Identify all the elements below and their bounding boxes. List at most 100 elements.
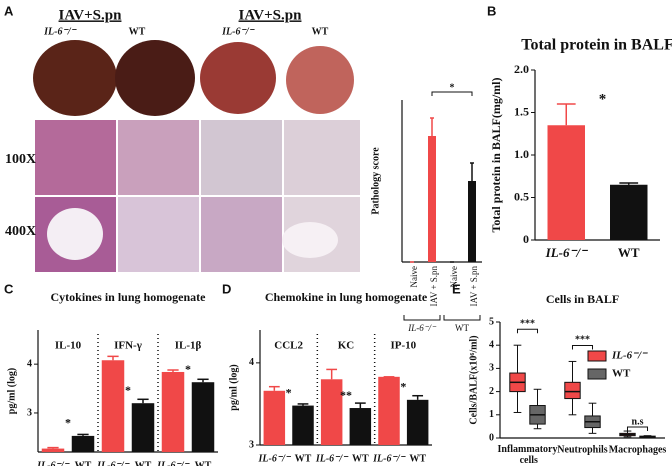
chart-title: Cytokines in lung homogenate	[50, 290, 206, 304]
x-tick-label: IAV + S.pn	[469, 266, 479, 307]
photo-column-label: IL-6⁻/⁻	[221, 26, 255, 37]
significance-bracket	[626, 426, 649, 432]
x-tick-label: WT	[75, 460, 92, 466]
panel-label: C	[4, 281, 14, 296]
y-tick-label: 0	[523, 232, 529, 246]
bar	[547, 125, 585, 240]
x-tick-label: IL-6⁻/⁻	[545, 245, 589, 260]
x-tick-label: IL-6⁻/⁻	[257, 453, 291, 464]
bar	[263, 390, 286, 445]
bar	[349, 408, 372, 445]
group-label: IL-10	[55, 340, 82, 352]
y-tick-label: 0	[489, 432, 494, 443]
lung-photos	[33, 40, 360, 272]
y-tick-label: 4	[27, 358, 32, 369]
legend-swatch	[587, 368, 607, 380]
x-tick-label: IL-6⁻/⁻	[96, 460, 130, 466]
y-tick-label: 0.5	[514, 189, 529, 203]
magnification-label: 400X	[5, 224, 36, 239]
annotation: **	[340, 388, 352, 402]
y-axis-label: Cells/BALF(x10⁶/ml)	[468, 335, 479, 424]
y-tick-label: 1	[489, 409, 494, 420]
x-tick-label: IL-6⁻/⁻	[315, 453, 349, 464]
x-tick-label: WT	[352, 453, 369, 464]
x-tick-label: Neutrophils	[557, 444, 607, 455]
annotation: *	[599, 91, 607, 107]
y-tick-label: 5	[489, 316, 494, 327]
photo-column-label: IL-6⁻/⁻	[43, 26, 77, 37]
annotation: *	[65, 416, 71, 430]
photo-column-label: WT	[312, 26, 329, 37]
x-tick-label: WT	[295, 453, 312, 464]
magnification-label: 100X	[5, 152, 36, 167]
bar	[161, 371, 185, 452]
bar	[406, 399, 429, 445]
y-axis-label: Pathology score	[370, 147, 381, 215]
y-axis-label: Total protein in BALF(mg/ml)	[489, 77, 503, 232]
legend-swatch	[587, 350, 607, 362]
significance-bracket	[431, 91, 473, 96]
annotation: *	[286, 385, 292, 399]
photo-column-label: WT	[129, 26, 146, 37]
photo-group-title: IAV+S.pn	[59, 7, 123, 23]
chart-title: Chemokine in lung homogenate	[265, 290, 428, 304]
y-axis-label: pg/ml (log)	[6, 368, 17, 414]
bar	[131, 403, 155, 452]
y-tick-label: 1.5	[514, 104, 529, 118]
x-tick-label: IL-6⁻/⁻	[36, 460, 70, 466]
significance-bracket	[571, 344, 594, 350]
chart-title: Cells in BALF	[546, 292, 619, 306]
annotation: *	[400, 380, 406, 394]
x-tick-label: WT	[409, 453, 426, 464]
panel-label: B	[487, 3, 496, 18]
annotation: ***	[520, 318, 535, 329]
x-tick-label: WT	[195, 460, 212, 466]
group-bracket	[443, 315, 481, 321]
chart-title: Total protein in BALF	[521, 37, 672, 54]
annotation: *	[125, 383, 131, 397]
bar	[191, 382, 215, 452]
annotation: *	[185, 362, 191, 376]
panel-label: D	[222, 281, 231, 296]
panel-label: E	[452, 281, 461, 296]
x-tick-label: IAV + S.pn	[429, 266, 439, 307]
y-tick-label: 3	[249, 439, 254, 450]
x-tick-label: Inflammatory cells	[498, 444, 558, 466]
annotation: n.s	[632, 416, 644, 427]
bar	[101, 360, 125, 452]
group-label: CCL2	[274, 340, 303, 352]
bar	[41, 448, 65, 452]
annotation: ***	[575, 335, 590, 346]
y-tick-label: 3	[27, 407, 32, 418]
annotation: *	[450, 82, 455, 93]
x-tick-label: Naive	[449, 266, 459, 288]
y-tick-label: 2.0	[514, 62, 529, 76]
bar	[320, 379, 343, 445]
significance-bracket	[516, 328, 539, 334]
y-tick-label: 3	[489, 363, 494, 374]
y-tick-label: 1.0	[514, 147, 529, 161]
group-label: IL-6⁻/⁻	[407, 323, 437, 333]
bar	[610, 184, 648, 240]
y-tick-label: 2	[489, 386, 494, 397]
x-tick-label: IL-6⁻/⁻	[156, 460, 190, 466]
bar	[292, 405, 314, 445]
x-tick-label: Naive	[409, 266, 419, 288]
group-label: IP-10	[390, 340, 416, 352]
y-axis-label: pg/ml (log)	[228, 364, 239, 410]
bar	[378, 376, 400, 445]
x-tick-label: WT	[135, 460, 152, 466]
x-tick-label: WT	[618, 245, 640, 260]
panel-label: A	[4, 3, 14, 18]
bar	[71, 435, 95, 452]
photo-group-title: IAV+S.pn	[239, 7, 303, 23]
y-tick-label: 4	[489, 339, 494, 350]
bar	[468, 181, 476, 262]
group-bracket	[403, 315, 441, 321]
bar	[428, 136, 436, 262]
box	[564, 381, 581, 400]
legend-label: IL-6⁻/⁻	[611, 350, 648, 362]
group-label: WT	[455, 323, 469, 333]
y-tick-label: 4	[249, 357, 254, 368]
x-tick-label: Macrophages	[609, 444, 667, 455]
